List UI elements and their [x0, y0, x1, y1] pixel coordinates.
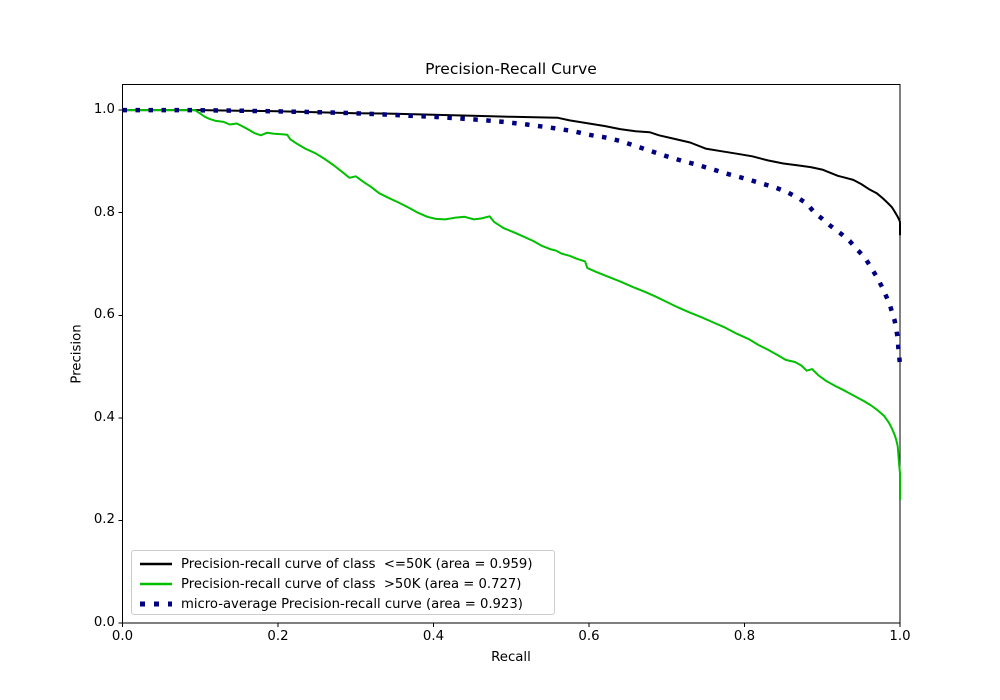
legend-row: Precision-recall curve of class >50K (ar…: [139, 574, 554, 594]
legend-line-swatch: [140, 582, 172, 586]
x-tick-label: 0.6: [578, 629, 600, 644]
pr-curve-micro-average: [122, 107, 903, 366]
legend-label: micro-average Precision-recall curve (ar…: [181, 596, 523, 612]
y-tick-label: 0.0: [93, 615, 115, 630]
x-tick-label: 0.0: [111, 629, 134, 644]
legend-row: micro-average Precision-recall curve (ar…: [139, 594, 554, 614]
chart-title: Precision-Recall Curve: [425, 60, 597, 78]
legend-label: Precision-recall curve of class >50K (ar…: [181, 576, 522, 592]
x-tick-label: 0.2: [267, 629, 289, 644]
legend-line-swatch: [140, 601, 172, 607]
x-tick-label: 0.4: [422, 629, 445, 644]
legend-row: Precision-recall curve of class <=50K (a…: [139, 554, 554, 574]
y-axis-label: Precision: [69, 324, 85, 384]
y-tick-label: 0.4: [93, 409, 115, 425]
legend-label: Precision-recall curve of class <=50K (a…: [181, 556, 533, 572]
y-tick-label: 1.0: [93, 102, 115, 118]
y-tick-label: 0.2: [93, 512, 115, 528]
x-axis-label: Recall: [491, 650, 531, 665]
legend: Precision-recall curve of class <=50K (a…: [131, 550, 555, 615]
pr-curve-class-50k: [122, 109, 901, 500]
y-tick-label: 0.8: [93, 204, 115, 220]
legend-line-swatch: [140, 562, 172, 566]
x-tick-label: 0.8: [733, 629, 756, 644]
pr-curve-class-50k: [122, 109, 901, 236]
y-tick-label: 0.6: [93, 307, 115, 323]
x-tick-label: 1.0: [889, 629, 911, 644]
axes-frame: [122, 84, 901, 624]
